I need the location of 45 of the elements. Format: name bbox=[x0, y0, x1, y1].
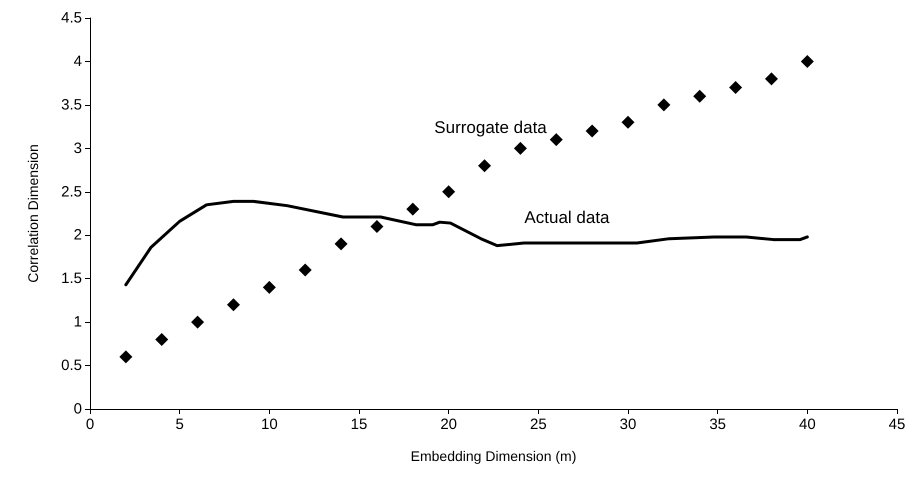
point bbox=[406, 202, 420, 216]
y-tick-label: 3 bbox=[74, 140, 82, 157]
x-tick-label: 25 bbox=[530, 416, 547, 433]
y-tick-label: 0 bbox=[74, 400, 82, 418]
y-tick-label: 1.5 bbox=[61, 270, 82, 288]
series-label: Actual data bbox=[524, 208, 610, 228]
y-axis-title: Correlation Dimension bbox=[25, 144, 41, 283]
point bbox=[478, 159, 492, 172]
point bbox=[226, 298, 240, 312]
y-tick-label: 4.5 bbox=[61, 10, 82, 26]
x-tick-label: 15 bbox=[350, 416, 368, 433]
point bbox=[729, 81, 742, 94]
x-tick-label: 30 bbox=[620, 416, 636, 433]
point bbox=[657, 98, 670, 112]
point bbox=[370, 220, 384, 234]
point bbox=[764, 72, 778, 86]
point bbox=[514, 142, 527, 155]
y-tick-label: 2 bbox=[74, 226, 82, 244]
line-series bbox=[124, 200, 809, 286]
x-tick-label: 5 bbox=[175, 416, 184, 433]
x-tick-label: 35 bbox=[709, 416, 726, 433]
point bbox=[262, 280, 276, 294]
point bbox=[622, 116, 634, 129]
x-tick-label: 45 bbox=[888, 416, 906, 433]
point bbox=[119, 350, 132, 364]
point bbox=[550, 133, 563, 146]
y-tick-label: 4 bbox=[74, 52, 82, 70]
y-tick-label: 3.5 bbox=[61, 96, 82, 114]
y-tick-label: 0.5 bbox=[61, 357, 82, 374]
point bbox=[693, 90, 706, 103]
point bbox=[334, 237, 348, 250]
point bbox=[800, 54, 814, 68]
y-tick-label: 1 bbox=[74, 314, 82, 331]
series-label: Surrogate data bbox=[434, 118, 548, 138]
x-tick-label: 0 bbox=[86, 416, 94, 433]
point bbox=[191, 316, 204, 329]
x-tick-label: 10 bbox=[260, 416, 278, 433]
x-tick-label: 40 bbox=[798, 416, 816, 433]
x-axis-title: Embedding Dimension (m) bbox=[410, 448, 576, 464]
x-tick-label: 20 bbox=[440, 416, 458, 433]
point bbox=[155, 332, 168, 346]
y-tick-label: 2.5 bbox=[61, 183, 82, 200]
point bbox=[298, 263, 312, 276]
point bbox=[442, 185, 456, 198]
point bbox=[586, 124, 599, 138]
